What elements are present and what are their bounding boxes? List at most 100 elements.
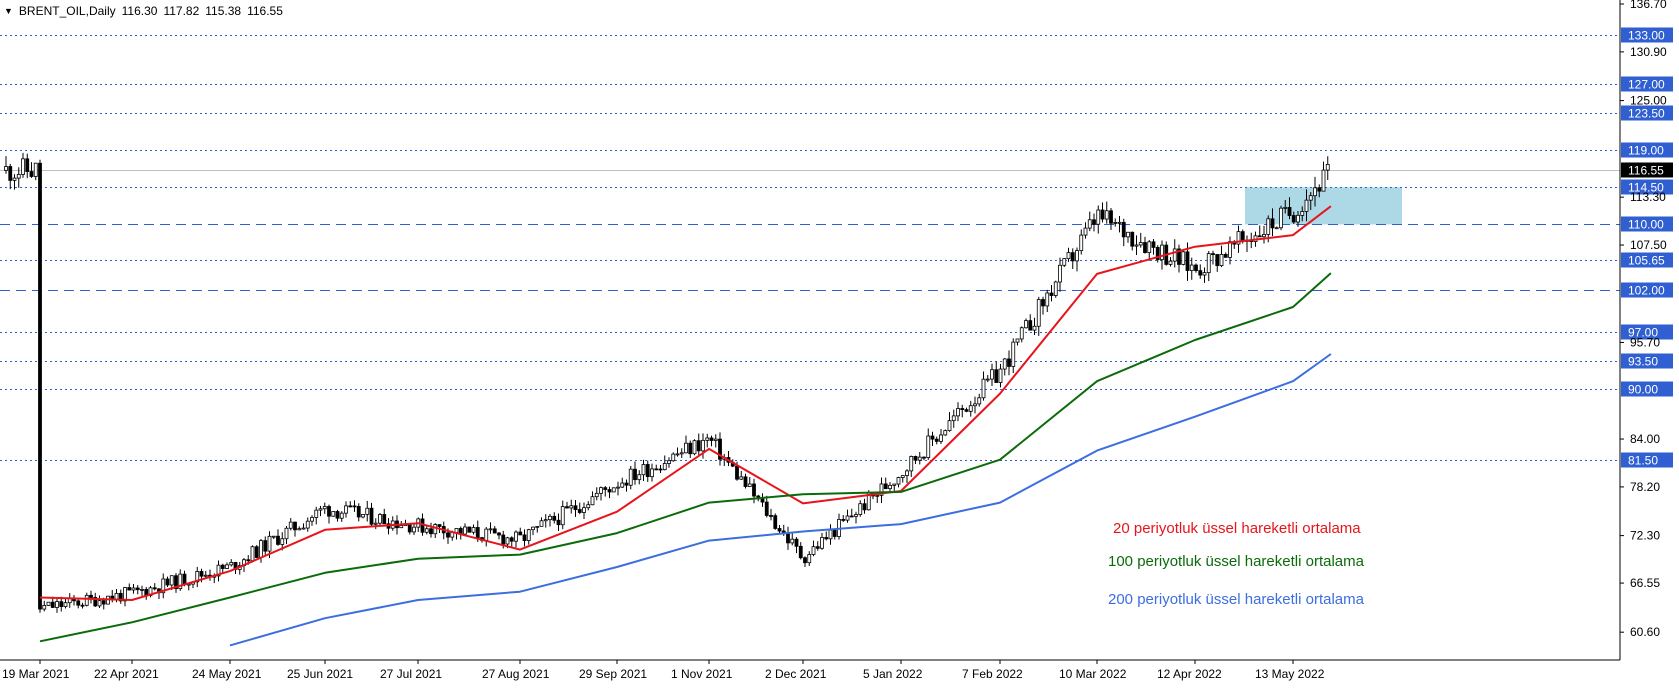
candle-body (832, 529, 837, 537)
candle-body (1215, 254, 1220, 267)
candle-body (1041, 299, 1045, 307)
candle-body (505, 537, 510, 545)
candle-body (892, 483, 897, 486)
candle-body (327, 506, 331, 517)
level-label: 114.50 (1628, 181, 1664, 195)
candle-body (55, 601, 59, 608)
candle-body (985, 378, 990, 381)
candle-body (1287, 207, 1292, 216)
candle-body (1024, 320, 1028, 329)
level-label: 133.00 (1628, 29, 1665, 43)
x-tick-label: 7 Feb 2022 (962, 667, 1023, 681)
candle-body (934, 438, 939, 442)
candle-body (654, 468, 659, 471)
candle-body (463, 526, 467, 535)
candle-body (437, 524, 442, 527)
candle-body (229, 562, 234, 566)
candle-body (475, 527, 480, 539)
triangle-down-icon[interactable]: ▼ (4, 6, 13, 16)
candle-body (896, 477, 901, 485)
candle-body (922, 456, 926, 459)
x-tick-label: 13 May 2022 (1255, 667, 1325, 681)
candle-body (752, 483, 756, 497)
candle-body (718, 438, 722, 460)
candle-body (650, 468, 654, 478)
candle-body (701, 439, 705, 452)
candle-body (280, 538, 285, 545)
candle-body (1274, 227, 1279, 230)
candle-body (250, 546, 255, 562)
candle-body (1189, 264, 1194, 271)
candle-body (131, 587, 136, 591)
candle-body (960, 408, 965, 411)
open-value: 116.30 (121, 4, 158, 18)
y-tick-label: 130.90 (1630, 45, 1667, 59)
candle-body (1079, 234, 1084, 252)
candle-body (828, 529, 833, 540)
candle-body (628, 468, 633, 486)
candle-body (63, 602, 68, 607)
candle-body (998, 368, 1003, 383)
candle-body (556, 519, 561, 526)
candle-body (59, 601, 64, 607)
candle-body (399, 525, 404, 529)
candle-body (1211, 253, 1215, 256)
candle-body (841, 519, 846, 521)
candle-body (1172, 248, 1177, 262)
candle-body (1185, 251, 1190, 271)
level-label-bg (1621, 324, 1673, 340)
candle-body (713, 438, 718, 441)
symbol-label: BRENT_OIL,Daily (18, 4, 116, 18)
candle-body (684, 442, 688, 454)
candle-body (1007, 358, 1011, 367)
x-tick-label: 2 Dec 2021 (765, 667, 827, 681)
candle-body (1011, 341, 1016, 367)
candle-body (1087, 219, 1092, 229)
candle-body (1130, 231, 1135, 247)
candle-body (1045, 292, 1050, 307)
level-label: 102.00 (1628, 284, 1665, 298)
level-label: 81.50 (1628, 454, 1658, 468)
candle-body (1143, 242, 1147, 253)
candle-body (1147, 241, 1152, 253)
candle-body (645, 464, 650, 478)
candle-body (1049, 292, 1054, 296)
candle-body (1279, 207, 1283, 229)
candle-body (964, 409, 969, 412)
candle-body (25, 158, 30, 172)
candle-body (854, 514, 858, 517)
x-tick-label: 22 Apr 2021 (94, 667, 159, 681)
candle-body (318, 508, 323, 511)
y-tick-label: 72.30 (1630, 529, 1660, 543)
y-tick-label: 107.50 (1630, 238, 1667, 252)
candle-body (594, 492, 599, 498)
candle-body (1194, 264, 1198, 271)
candle-body (254, 546, 259, 558)
candle-body (1223, 253, 1228, 258)
candle-body (310, 517, 314, 522)
candle-body (973, 403, 977, 407)
candle-body (1032, 325, 1037, 331)
candle-body (1321, 169, 1326, 192)
x-tick-label: 25 Jun 2021 (287, 667, 353, 681)
candle-body (322, 506, 327, 510)
candle-body (1296, 214, 1300, 223)
candle-body (807, 554, 812, 564)
candle-body (46, 601, 51, 606)
candle-body (1036, 299, 1041, 327)
candle-body (624, 482, 629, 486)
candle-body (369, 507, 374, 525)
ema200-line (229, 353, 1332, 647)
candle-body (1134, 244, 1139, 247)
candle-body (16, 174, 21, 179)
chart-header: ▼ BRENT_OIL,Daily 116.30 117.82 115.38 1… (4, 4, 283, 18)
candle-body (118, 592, 123, 602)
candle-body (586, 504, 591, 509)
candle-body (577, 509, 582, 513)
candle-body (1177, 248, 1181, 265)
candle-body (1270, 218, 1275, 229)
level-label-bg (1621, 452, 1673, 468)
candle-body (616, 486, 620, 489)
candle-body (747, 483, 752, 487)
